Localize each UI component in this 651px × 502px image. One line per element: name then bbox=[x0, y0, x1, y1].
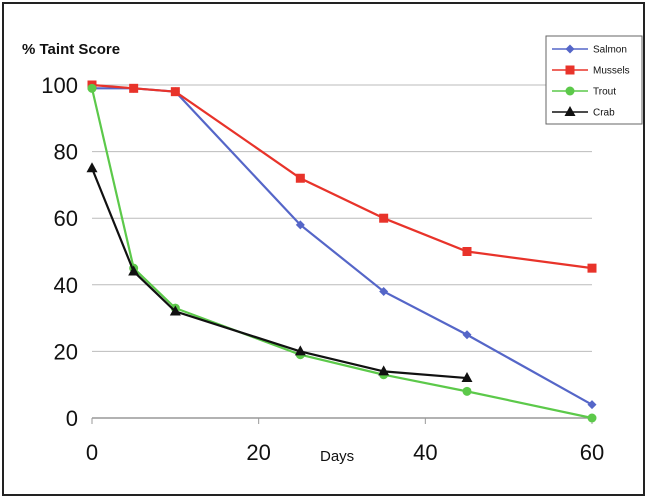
data-point-crab bbox=[169, 305, 181, 316]
y-tick-label: 100 bbox=[41, 73, 78, 98]
x-tick-label: 20 bbox=[246, 440, 270, 465]
axes: 0 20 40 60 80 100 0 20 40 60 bbox=[41, 73, 604, 465]
x-axis-label: Days bbox=[320, 448, 354, 465]
legend-marker-trout bbox=[565, 86, 575, 96]
legend-label-salmon: Salmon bbox=[593, 45, 627, 56]
data-point-trout bbox=[587, 413, 597, 423]
series-line-trout bbox=[90, 88, 593, 420]
series-lines bbox=[86, 80, 597, 423]
data-point-crab bbox=[378, 365, 390, 376]
series-line-crab bbox=[90, 167, 468, 380]
data-point-salmon bbox=[462, 330, 472, 340]
y-tick-label: 80 bbox=[54, 140, 78, 165]
data-point-crab bbox=[86, 162, 98, 173]
x-tick-label: 60 bbox=[580, 440, 604, 465]
data-point-mussels bbox=[379, 213, 389, 223]
data-point-mussels bbox=[129, 83, 139, 93]
y-tick-label: 60 bbox=[54, 206, 78, 231]
legend-marker-mussels bbox=[565, 65, 575, 75]
data-point-mussels bbox=[462, 247, 472, 256]
x-tick-label: 40 bbox=[413, 440, 437, 465]
legend-label-crab: Crab bbox=[593, 108, 615, 119]
legend: Salmon Mussels Trout Crab bbox=[545, 35, 643, 125]
taint-score-chart: 0 20 40 60 80 100 0 20 40 60 Salmon Mussels Trout Cr… bbox=[22, 35, 643, 465]
data-point-salmon bbox=[587, 400, 597, 410]
y-tick-label: 40 bbox=[54, 273, 78, 298]
legend-label-mussels: Mussels bbox=[593, 66, 630, 77]
data-point-mussels bbox=[170, 87, 180, 97]
series-line-salmon bbox=[92, 87, 593, 406]
chart-frame: 0 20 40 60 80 100 0 20 40 60 Salmon Mussels Trout Cr… bbox=[2, 2, 645, 496]
data-point-salmon bbox=[295, 220, 305, 230]
legend-marker-salmon bbox=[565, 44, 575, 54]
data-point-crab bbox=[461, 372, 473, 383]
grid-lines bbox=[92, 84, 592, 352]
data-point-mussels bbox=[295, 173, 305, 183]
data-point-crab bbox=[294, 345, 306, 356]
data-point-mussels bbox=[587, 263, 597, 273]
y-tick-label: 20 bbox=[54, 339, 78, 364]
data-point-crab bbox=[128, 265, 140, 276]
legend-box bbox=[545, 35, 643, 125]
series-line-mussels bbox=[91, 83, 593, 270]
y-tick-label: 0 bbox=[66, 406, 78, 431]
legend-label-trout: Trout bbox=[593, 87, 616, 98]
data-point-salmon bbox=[379, 286, 389, 296]
legend-marker-crab bbox=[564, 106, 576, 116]
data-point-trout bbox=[87, 83, 97, 93]
x-tick-label: 0 bbox=[86, 440, 98, 465]
y-axis-title: % Taint Score bbox=[22, 41, 120, 58]
data-point-trout bbox=[462, 386, 472, 396]
